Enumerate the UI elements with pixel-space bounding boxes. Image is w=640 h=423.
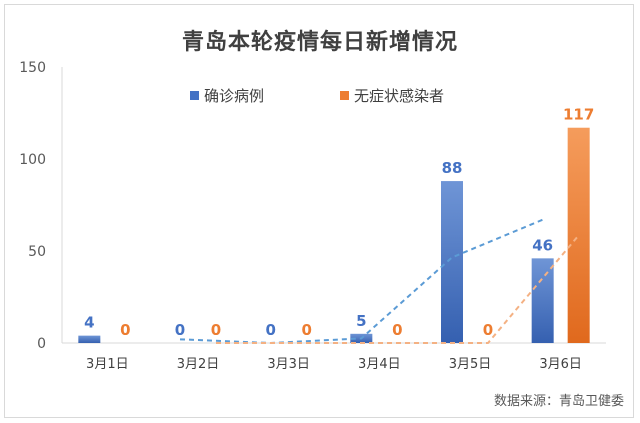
- chart-title: 青岛本轮疫情每日新增情况: [181, 30, 458, 55]
- bar: [78, 335, 101, 343]
- legend-swatch: [340, 91, 349, 100]
- data-label: 0: [301, 321, 311, 339]
- data-label: 88: [442, 159, 463, 177]
- data-label: 0: [265, 321, 275, 339]
- x-tick-label: 3月2日: [177, 357, 220, 372]
- data-label: 4: [84, 314, 94, 332]
- data-label: 117: [563, 106, 594, 124]
- bar: [441, 181, 463, 343]
- bar: [531, 258, 554, 343]
- legend-swatch: [190, 91, 199, 100]
- trendline: [179, 218, 544, 345]
- bar: [567, 127, 590, 343]
- y-tick-label: 50: [28, 244, 46, 260]
- data-label: 5: [356, 312, 366, 330]
- source-note: 数据来源：青岛卫健委: [493, 394, 624, 409]
- legend-label: 无症状感染者: [354, 87, 444, 105]
- legend-label: 确诊病例: [204, 87, 264, 105]
- x-tick-label: 3月6日: [539, 357, 582, 372]
- data-label: 46: [532, 236, 553, 254]
- data-label: 0: [120, 321, 130, 339]
- x-tick-label: 3月4日: [358, 357, 401, 372]
- x-tick-label: 3月3日: [267, 357, 310, 372]
- data-label: 0: [211, 321, 221, 339]
- data-label: 0: [483, 321, 493, 339]
- x-tick-label: 3月5日: [449, 357, 492, 372]
- chart-frame: [4, 4, 634, 418]
- trendline: [216, 234, 580, 344]
- data-label: 0: [392, 321, 402, 339]
- y-tick-label: 0: [37, 336, 46, 352]
- x-tick-label: 3月1日: [86, 357, 129, 372]
- y-tick-label: 100: [19, 152, 46, 168]
- y-tick-label: 150: [19, 60, 46, 76]
- data-label: 0: [175, 321, 185, 339]
